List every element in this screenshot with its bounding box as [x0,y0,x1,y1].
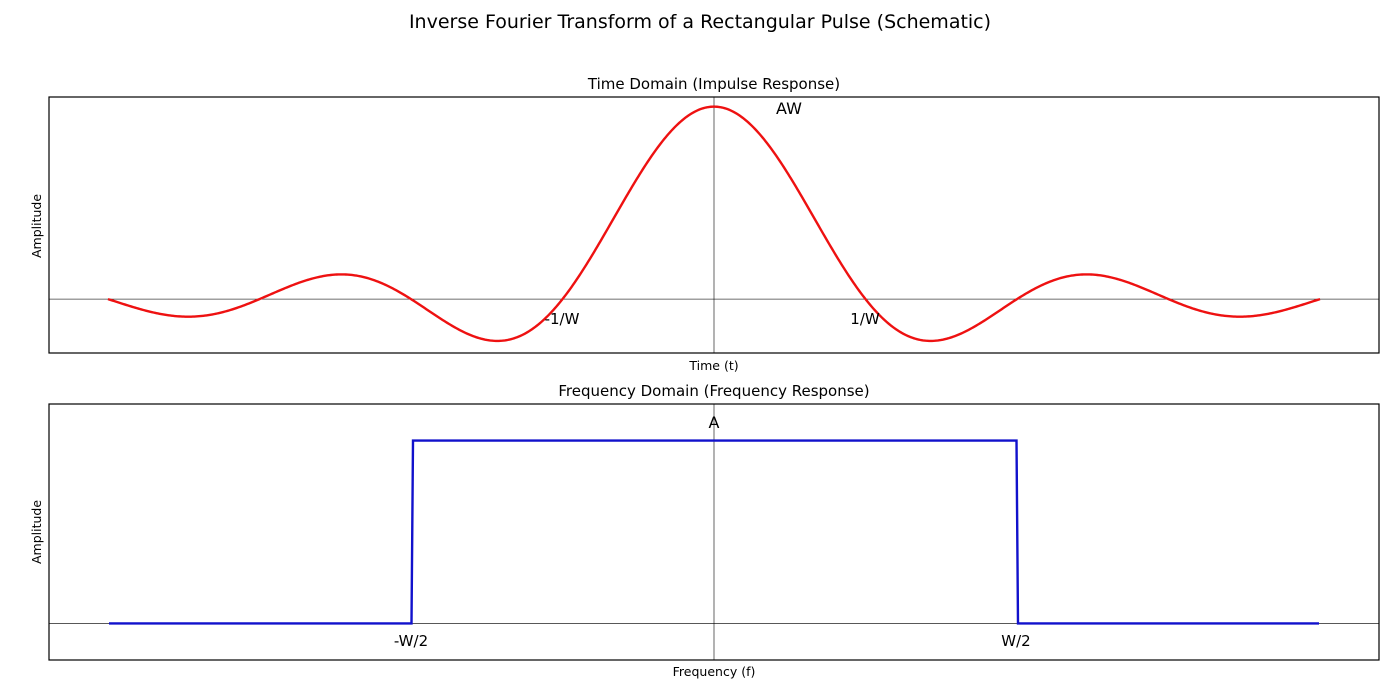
time-domain-xlabel: Time (t) [688,358,738,373]
time-domain-title: Time Domain (Impulse Response) [587,75,840,93]
annotation-peak-aw: AW [776,99,802,118]
time-domain-axes: Time Domain (Impulse Response) Time (t) … [29,75,1380,373]
annotation-neg-w-over-2: -W/2 [394,632,428,650]
frequency-domain-ylabel: Amplitude [29,500,44,564]
figure-title: Inverse Fourier Transform of a Rectangul… [409,11,991,33]
frequency-domain-title: Frequency Domain (Frequency Response) [558,382,869,400]
sinc-curve [107,105,1321,343]
frequency-domain-plot-area [49,404,1379,660]
annotation-w-over-2: W/2 [1001,632,1030,650]
rectangular-pulse-line [109,439,1319,625]
frequency-domain-frame [48,403,1380,661]
annotation-amplitude-a: A [709,413,720,432]
frequency-domain-axes: Frequency Domain (Frequency Response) Fr… [29,382,1380,679]
time-domain-frame [48,96,1380,354]
time-domain-ylabel: Amplitude [29,194,44,258]
annotation-1-over-w: 1/W [850,310,880,328]
frequency-domain-xlabel: Frequency (f) [673,664,756,679]
annotation-neg-1-over-w: -1/W [545,310,580,328]
time-domain-plot-area [49,97,1379,353]
